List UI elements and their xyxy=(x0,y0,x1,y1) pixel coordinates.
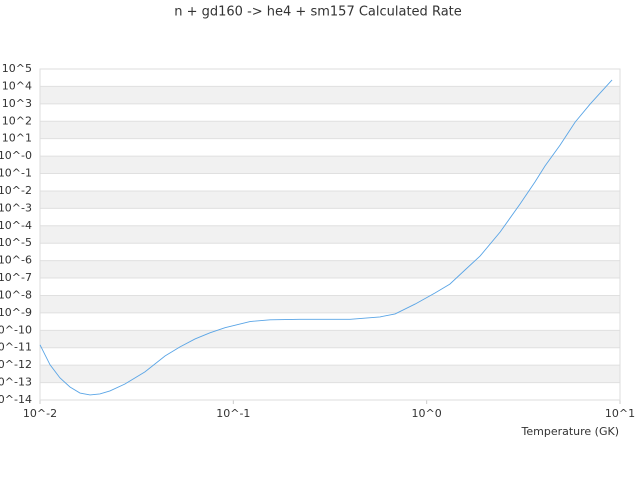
y-tick-label: 10^-4 xyxy=(0,219,32,232)
y-tick-label: 10^-9 xyxy=(0,306,32,319)
x-axis-label: Temperature (GK) xyxy=(521,425,620,438)
y-tick-label: 10^-14 xyxy=(0,393,32,406)
x-tick-label: 10^-1 xyxy=(216,407,250,420)
y-tick-label: 10^-8 xyxy=(0,288,32,301)
y-tick-label: 10^-1 xyxy=(0,167,32,180)
y-tick-label: 10^-7 xyxy=(0,271,32,284)
grid-band xyxy=(40,295,620,313)
y-tick-label: 10^5 xyxy=(2,62,32,75)
chart-title: n + gd160 -> he4 + sm157 Calculated Rate xyxy=(174,5,462,20)
y-tick-label: 10^-6 xyxy=(0,254,32,267)
grid-band xyxy=(40,260,620,279)
y-tick-label: 10^-3 xyxy=(0,201,32,214)
grid-band xyxy=(40,365,620,383)
y-tick-label: 10^-11 xyxy=(0,341,32,354)
grid-band xyxy=(40,86,620,104)
y-tick-label: 10^-5 xyxy=(0,236,32,249)
y-tick-label: 10^3 xyxy=(2,97,32,110)
grid-band xyxy=(40,121,620,139)
y-tick-label: 10^1 xyxy=(2,132,32,145)
grid-band xyxy=(40,190,620,209)
grid-band xyxy=(40,225,620,244)
x-tick-label: 10^1 xyxy=(605,407,635,420)
x-tick-label: 10^-2 xyxy=(23,407,57,420)
y-tick-label: 10^4 xyxy=(2,79,32,92)
y-tick-label: 10^-2 xyxy=(0,184,32,197)
y-tick-label: 10^-10 xyxy=(0,323,32,336)
x-tick-label: 10^0 xyxy=(412,407,442,420)
plot-border xyxy=(39,68,621,401)
y-tick-label: 10^2 xyxy=(2,114,32,127)
y-tick-label: 10^-13 xyxy=(0,376,32,389)
y-tick-label: 10^-0 xyxy=(0,149,32,162)
y-tick-label: 10^-12 xyxy=(0,358,32,371)
data-line xyxy=(39,79,613,396)
grid-band xyxy=(40,156,620,174)
grid-band xyxy=(40,330,620,348)
